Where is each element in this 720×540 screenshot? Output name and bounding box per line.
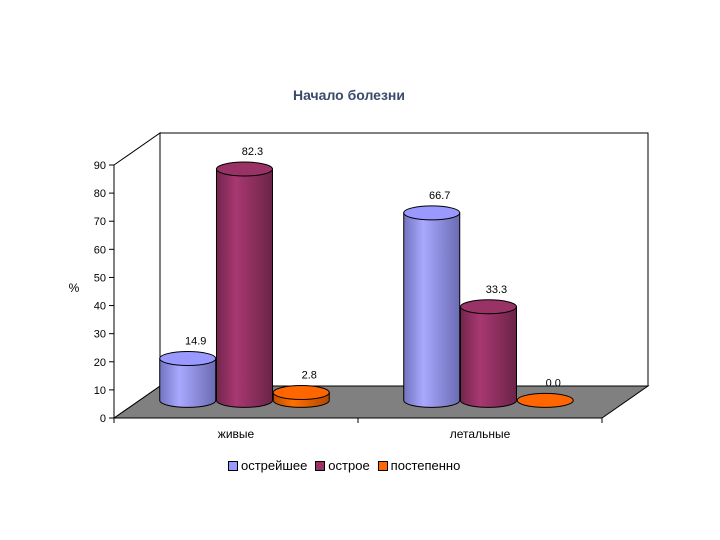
legend-swatch-2 <box>377 460 388 471</box>
data-label-1-1: 33.3 <box>486 284 507 296</box>
bar-top-1-2 <box>516 392 574 408</box>
data-labels: 14.9 82.3 2.8 66.7 33.3 0.0 <box>185 146 561 389</box>
side-wall <box>113 132 161 419</box>
bar-top-1-1 <box>459 299 517 315</box>
bars <box>159 161 574 408</box>
bar-body-0-1 <box>215 168 273 408</box>
chart-title: Начало болезни <box>293 87 405 103</box>
bar-body-1-0 <box>403 212 461 408</box>
bar-0-1 <box>215 161 273 408</box>
y-tick-label-3: 30 <box>94 329 106 341</box>
y-axis: 0 10 20 30 40 50 60 70 80 90 <box>94 160 115 425</box>
legend: острейшее острое постепенно <box>228 458 460 473</box>
data-label-0-0: 14.9 <box>185 336 206 348</box>
data-label-0-1: 82.3 <box>242 146 263 158</box>
data-label-1-0: 66.7 <box>429 190 450 202</box>
y-tick-label-8: 80 <box>94 188 106 200</box>
legend-item-2: постепенно <box>377 458 461 473</box>
y-axis-label: % <box>69 281 80 295</box>
y-tick-label-1: 10 <box>94 385 106 397</box>
bar-0-2 <box>272 385 330 408</box>
data-label-0-2: 2.8 <box>302 370 317 382</box>
legend-swatch-0 <box>228 460 238 471</box>
bar-top-0-2 <box>272 385 330 401</box>
y-tick-label-2: 20 <box>94 357 106 369</box>
y-tick-label-6: 60 <box>94 244 106 256</box>
legend-label-1: острое <box>328 458 370 473</box>
legend-swatch-1 <box>315 460 326 471</box>
legend-item-1: острое <box>315 458 370 473</box>
bar-0-0 <box>159 351 217 408</box>
x-tick-label-1: летальные <box>450 427 511 441</box>
y-tick-label-5: 50 <box>94 272 106 284</box>
bar-top-0-1 <box>215 161 273 177</box>
bar-top-0-0 <box>159 351 217 367</box>
x-tick-label-0: живые <box>218 427 255 441</box>
bar-body-1-1 <box>459 306 517 408</box>
x-axis: живые летальные <box>113 417 603 441</box>
y-tick-label-0: 0 <box>100 413 106 425</box>
bar-body-0-0 <box>159 358 217 408</box>
bar-1-0 <box>403 205 461 408</box>
legend-label-0: острейшее <box>241 458 308 473</box>
y-tick-label-7: 70 <box>94 216 106 228</box>
y-tick-label-9: 90 <box>94 160 106 172</box>
bar-top-1-0 <box>403 205 461 221</box>
bar-1-1 <box>459 299 517 408</box>
y-tick-label-4: 40 <box>94 301 106 313</box>
bar-1-2 <box>516 392 574 408</box>
legend-item-0: острейшее <box>228 458 307 473</box>
legend-label-2: постепенно <box>390 458 461 473</box>
data-label-1-2: 0.0 <box>546 377 561 389</box>
